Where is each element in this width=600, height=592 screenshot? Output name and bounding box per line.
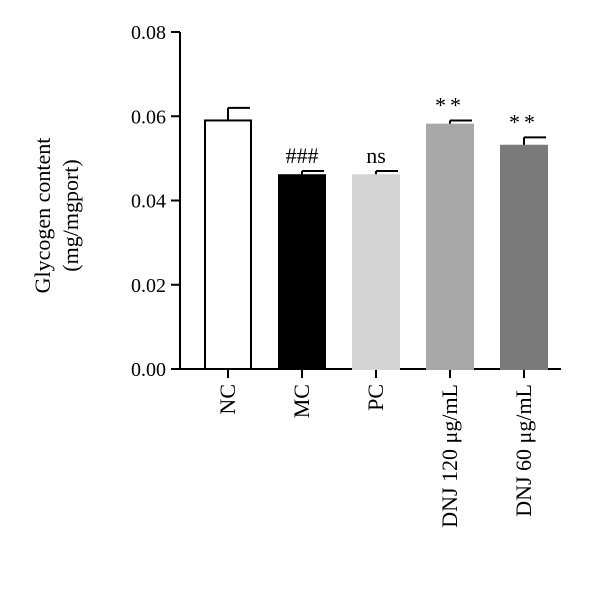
y-axis: 0.00 0.02 0.04 0.06 0.08 [131,22,181,381]
x-category-label: DNJ 120 μg/mL [437,384,462,528]
significance-label: ### [286,143,319,168]
bar [278,174,326,370]
x-category-label: NC [215,384,240,415]
y-axis-title-line2: (mg/mgport) [58,159,83,271]
labels: NC ### MC ns PC ** DNJ 120 μg/mL ** DNJ 60 μg/mL [215,92,539,528]
significance-label: ** [509,109,539,134]
significance-label: ns [366,143,386,168]
bar [500,144,548,370]
significance-label: ** [435,92,465,117]
bars [204,106,548,371]
bar [426,123,474,370]
y-axis-title-line1: Glycogen content [30,138,55,294]
y-tick-label: 0.02 [131,275,166,297]
x-axis [179,368,561,378]
x-category-label: PC [363,384,388,411]
x-category-label: DNJ 60 μg/mL [511,384,536,517]
bar [204,119,252,371]
y-tick-label: 0.00 [131,359,166,381]
x-category-label: MC [289,384,314,418]
y-tick-label: 0.08 [131,22,166,44]
y-tick-label: 0.06 [131,106,166,128]
y-tick-label: 0.04 [131,191,166,213]
bar [352,174,400,370]
